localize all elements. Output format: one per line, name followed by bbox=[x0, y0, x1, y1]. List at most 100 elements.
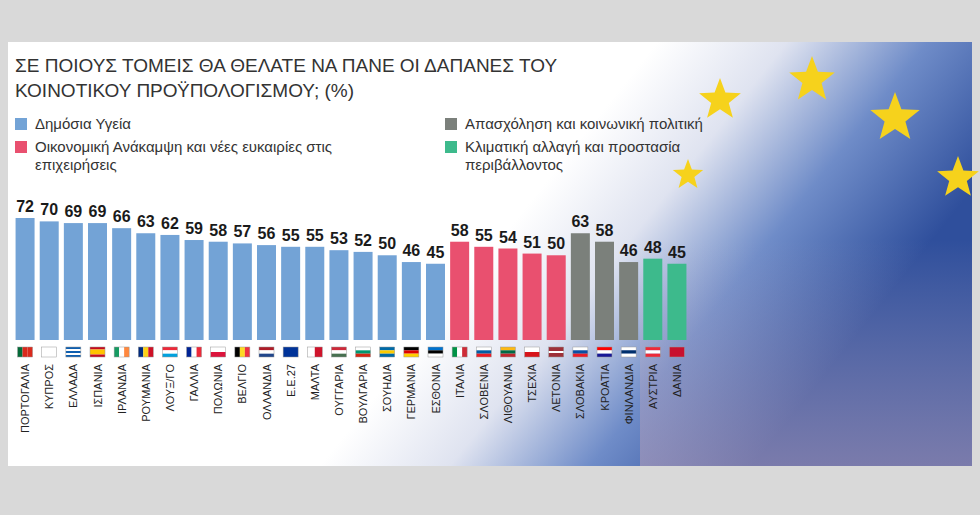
flag-border bbox=[42, 347, 57, 357]
banknote-background bbox=[640, 240, 972, 466]
category-label: ΒΟΥΛΓΑΡΙΑ bbox=[357, 363, 369, 423]
data-label: 50 bbox=[547, 235, 565, 252]
data-label: 51 bbox=[523, 234, 541, 251]
flag-border bbox=[162, 347, 177, 357]
flag bbox=[307, 347, 315, 357]
category-label: ΛΕΤΟΝΙΑ bbox=[550, 363, 562, 412]
data-label: 55 bbox=[475, 227, 493, 244]
flag bbox=[90, 347, 105, 350]
text-line: Απασχόληση και κοινωνική πολιτική bbox=[465, 115, 703, 132]
bar bbox=[378, 255, 397, 340]
bar bbox=[136, 233, 155, 340]
flag-border bbox=[114, 347, 129, 357]
flag bbox=[645, 347, 660, 350]
bar bbox=[233, 243, 252, 340]
text-line: Οικονομική Ανάκαμψη και νέες ευκαιρίες σ… bbox=[35, 138, 332, 155]
flag bbox=[315, 347, 323, 357]
category-label: ΣΟΥΗΔΙΑ bbox=[381, 363, 393, 412]
flag bbox=[669, 347, 684, 357]
flag bbox=[331, 350, 346, 353]
flag bbox=[23, 347, 28, 357]
bar bbox=[667, 264, 686, 340]
legend-swatch bbox=[445, 141, 457, 153]
flag bbox=[476, 347, 491, 350]
category-label: ΑΥΣΤΡΙΑ bbox=[647, 363, 659, 409]
flag bbox=[66, 349, 81, 351]
legend-label: Δημόσια Υγεία bbox=[35, 115, 131, 132]
data-label: 58 bbox=[596, 222, 614, 239]
flag bbox=[380, 347, 395, 350]
bar bbox=[305, 247, 324, 340]
flag bbox=[525, 347, 540, 352]
bar bbox=[257, 245, 276, 340]
flag-border bbox=[66, 347, 81, 357]
data-label: 46 bbox=[620, 242, 638, 259]
title: ΣΕ ΠΟΙΟΥΣ ΤΟΜΕΙΣ ΘΑ ΘΕΛΑΤΕ ΝΑ ΠΑΝΕ ΟΙ ΔΑ… bbox=[15, 55, 557, 101]
bar bbox=[547, 255, 566, 340]
flag bbox=[597, 350, 612, 353]
flag bbox=[90, 352, 105, 355]
flag-border bbox=[476, 347, 491, 357]
bar bbox=[160, 235, 179, 340]
flag bbox=[66, 355, 81, 357]
flag bbox=[331, 347, 346, 350]
panel-background bbox=[8, 42, 972, 466]
flag bbox=[192, 347, 197, 357]
flag bbox=[259, 354, 274, 357]
flag bbox=[621, 347, 636, 350]
flag bbox=[66, 351, 81, 353]
flag-border bbox=[597, 347, 612, 357]
category-label: ΡΟΥΜΑΝΙΑ bbox=[140, 363, 152, 421]
flag bbox=[380, 354, 395, 357]
flag-border bbox=[428, 347, 443, 357]
category-label: ΛΙΘΟΥΑΝΙΑ bbox=[502, 363, 514, 423]
text-line: ΣΕ ΠΟΙΟΥΣ ΤΟΜΕΙΣ ΘΑ ΘΕΛΑΤΕ ΝΑ ΠΑΝΕ ΟΙ ΔΑ… bbox=[15, 55, 557, 76]
data-label: 57 bbox=[233, 223, 251, 240]
category-label: ΜΑΛΤΑ bbox=[309, 363, 321, 400]
data-label: 69 bbox=[89, 203, 107, 220]
flag-border bbox=[18, 347, 33, 357]
flag bbox=[331, 354, 346, 357]
flag bbox=[162, 350, 177, 353]
flag-border bbox=[621, 347, 636, 357]
flag bbox=[573, 347, 588, 350]
bar bbox=[185, 240, 204, 340]
flag bbox=[119, 347, 124, 357]
flag bbox=[457, 347, 462, 357]
decor-star bbox=[673, 159, 703, 188]
flag-border bbox=[90, 347, 105, 357]
text-line: ΚΟΙΝΟΤΙΚΟΥ ΠΡΟΫΠΟΛΟΓΙΣΜΟΥ; (%) bbox=[15, 80, 354, 101]
data-label: 58 bbox=[451, 222, 469, 239]
flag bbox=[240, 347, 245, 357]
category-label: ΦΙΝΛΑΝΔΙΑ bbox=[623, 363, 635, 424]
flag bbox=[283, 347, 298, 357]
data-label: 63 bbox=[571, 213, 589, 230]
bar bbox=[595, 242, 614, 340]
bar bbox=[643, 259, 662, 340]
flag-border bbox=[307, 347, 322, 357]
data-label: 55 bbox=[282, 227, 300, 244]
data-label: 56 bbox=[258, 225, 276, 242]
flag bbox=[114, 347, 119, 357]
text-line: περιβάλλοντος bbox=[465, 156, 563, 173]
category-label: ΙΤΑΛΙΑ bbox=[454, 363, 466, 398]
data-labels: 7270696966636259585756555553525046455855… bbox=[16, 198, 686, 261]
text-line: Κλιματική αλλαγή και προστασία bbox=[465, 138, 680, 155]
flag bbox=[525, 352, 540, 357]
flag bbox=[42, 347, 57, 357]
flag bbox=[428, 350, 443, 353]
decor-star bbox=[789, 56, 835, 99]
data-label: 63 bbox=[137, 213, 155, 230]
flag bbox=[90, 355, 105, 358]
flag bbox=[380, 350, 395, 353]
category-label: ΠΟΛΩΝΙΑ bbox=[212, 363, 224, 414]
flag-border bbox=[187, 347, 202, 357]
data-label: 45 bbox=[668, 244, 686, 261]
flag-border bbox=[283, 347, 298, 357]
flag-border bbox=[669, 347, 684, 357]
data-label: 69 bbox=[64, 203, 82, 220]
bar bbox=[402, 262, 421, 340]
bar bbox=[329, 250, 348, 340]
category-label: ΤΣΕΧΙΑ bbox=[526, 363, 538, 402]
flag bbox=[187, 347, 192, 357]
